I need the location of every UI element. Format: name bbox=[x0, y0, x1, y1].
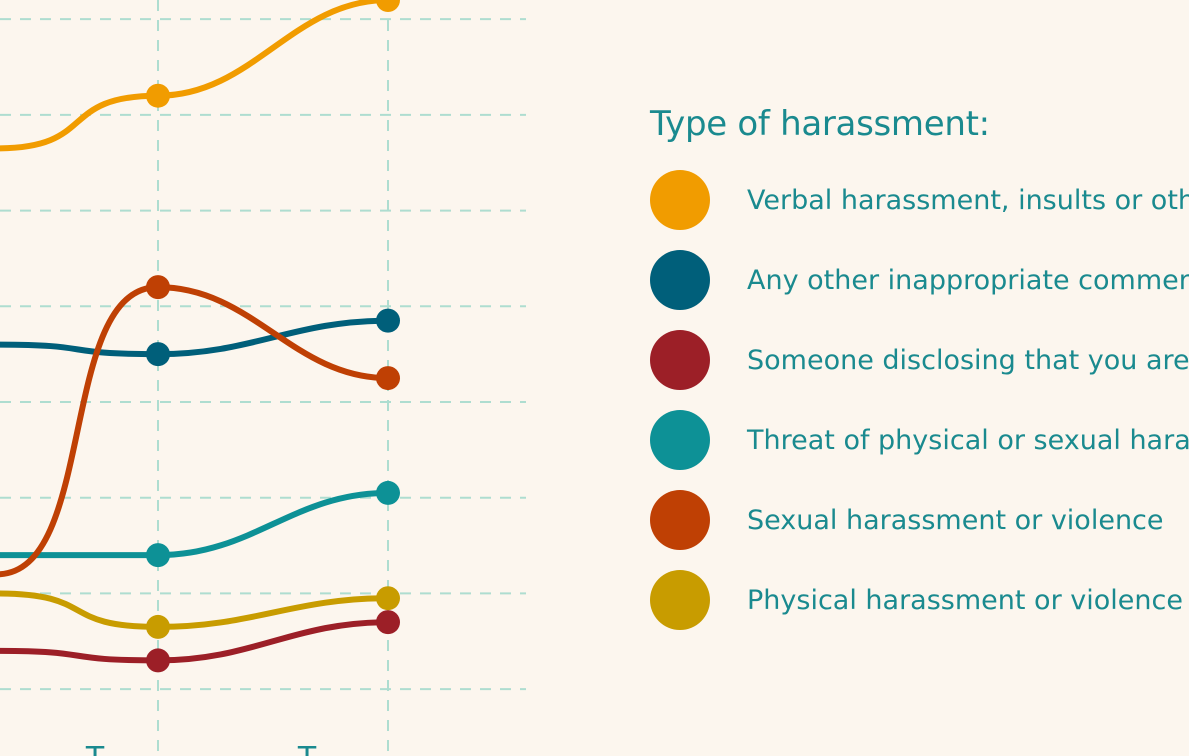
legend-item-physical[interactable]: Physical harassment or violence bbox=[650, 570, 1189, 630]
legend-label: Physical harassment or violence bbox=[747, 584, 1183, 616]
data-point bbox=[146, 614, 170, 639]
x-tick-label: T bbox=[85, 741, 105, 756]
data-point bbox=[376, 610, 400, 635]
legend-swatch bbox=[650, 410, 710, 470]
legend-title: Type of harassment: bbox=[650, 104, 990, 144]
data-point bbox=[146, 342, 170, 367]
data-point bbox=[376, 0, 400, 12]
legend-label: Verbal harassment, insults or othe bbox=[747, 184, 1189, 216]
series-line bbox=[0, 317, 391, 358]
legend-item-disclosing[interactable]: Someone disclosing that you are bbox=[650, 330, 1189, 390]
legend-item-sexual[interactable]: Sexual harassment or violence bbox=[650, 490, 1189, 550]
data-point bbox=[146, 543, 170, 568]
data-point bbox=[376, 586, 400, 611]
data-point bbox=[146, 275, 170, 300]
x-tick-label: T bbox=[297, 741, 317, 756]
legend-swatch bbox=[650, 570, 710, 630]
legend-label: Any other inappropriate commen bbox=[747, 264, 1189, 296]
series-line bbox=[0, 590, 391, 630]
legend-label: Sexual harassment or violence bbox=[747, 504, 1164, 536]
legend-item-inappropriate-comments[interactable]: Any other inappropriate commen bbox=[650, 250, 1189, 310]
legend: Type of harassment: Verbal harassment, i… bbox=[650, 104, 1189, 650]
data-point bbox=[146, 648, 170, 673]
legend-item-verbal[interactable]: Verbal harassment, insults or othe bbox=[650, 170, 1189, 230]
data-point bbox=[146, 83, 170, 108]
legend-item-threat[interactable]: Threat of physical or sexual haras bbox=[650, 410, 1189, 470]
series-line bbox=[0, 284, 391, 577]
legend-swatch bbox=[650, 490, 710, 550]
legend-label: Threat of physical or sexual haras bbox=[747, 424, 1189, 456]
legend-swatch bbox=[650, 250, 710, 310]
data-point bbox=[376, 308, 400, 333]
legend-swatch bbox=[650, 330, 710, 390]
data-point bbox=[376, 366, 400, 391]
series-line bbox=[0, 0, 391, 152]
data-point bbox=[376, 480, 400, 505]
legend-swatch bbox=[650, 170, 710, 230]
legend-label: Someone disclosing that you are bbox=[747, 344, 1189, 376]
